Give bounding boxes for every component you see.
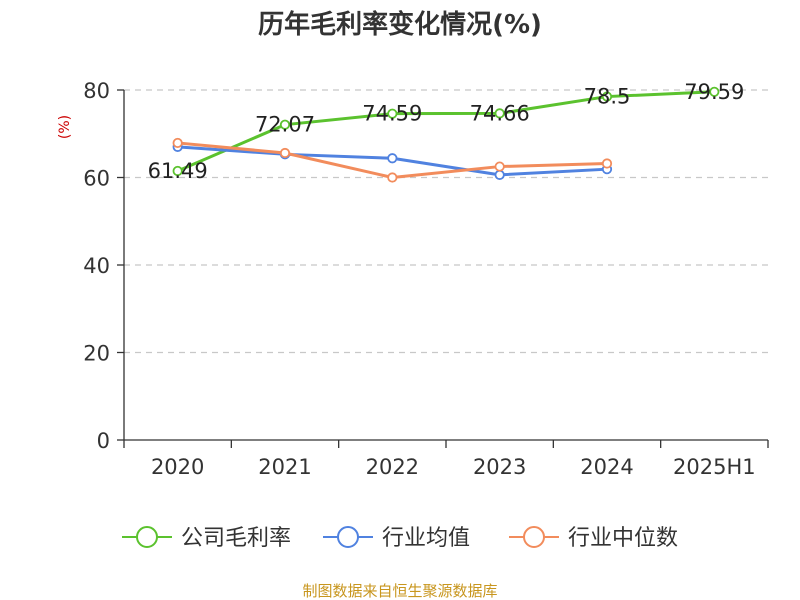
data-point	[279, 147, 291, 159]
chart-title: 历年毛利率变化情况(%)	[258, 9, 542, 40]
legend-label: 行业均值	[382, 526, 470, 551]
data-point	[387, 108, 398, 119]
data-point	[494, 108, 505, 119]
x-tick-label: 2020	[151, 455, 204, 479]
axes: 0 20 40 60 80 2020 2021 2022 2023 2024 2025H1	[83, 79, 769, 479]
data-label: 74.59	[362, 102, 422, 126]
data-point	[601, 158, 613, 169]
data-point	[172, 165, 183, 177]
data-point	[387, 153, 398, 164]
y-tick-label: 60	[83, 167, 110, 191]
series-lines	[172, 86, 720, 183]
legend-label: 行业中位数	[568, 526, 678, 551]
x-tick-label: 2025H1	[673, 455, 756, 479]
y-tick-label: 80	[83, 79, 110, 103]
legend-label: 公司毛利率	[181, 526, 291, 551]
data-label: 78.5	[584, 85, 631, 109]
data-point	[494, 161, 505, 172]
gridlines	[124, 89, 768, 354]
data-point	[172, 137, 183, 149]
data-point	[494, 169, 505, 180]
data-label: 61.49	[148, 159, 208, 183]
x-tick-label: 2024	[580, 455, 633, 479]
y-tick-label: 40	[83, 254, 110, 278]
data-label: 79.59	[684, 80, 744, 104]
data-point	[279, 119, 291, 130]
legend-marker	[136, 526, 158, 548]
legend-marker	[523, 526, 545, 548]
data-point	[601, 91, 613, 102]
series-line-0	[176, 90, 716, 173]
data-labels: 61.49 72.07 74.59 74.66 78.5 79.59	[148, 80, 745, 183]
x-tick-label: 2022	[366, 455, 419, 479]
y-axis-unit-label: (%)	[57, 115, 73, 139]
data-label: 74.66	[470, 101, 530, 125]
data-label: 72.07	[255, 113, 315, 137]
legend: 公司毛利率 行业均值 行业中位数	[122, 526, 678, 551]
legend-marker	[337, 526, 359, 548]
source-note: 制图数据来自恒生聚源数据库	[302, 582, 497, 600]
x-tick-label: 2021	[258, 455, 311, 479]
data-point	[387, 172, 398, 183]
data-point	[709, 86, 720, 97]
x-tick-label: 2023	[473, 455, 526, 479]
y-tick-label: 0	[97, 429, 110, 453]
y-tick-label: 20	[83, 342, 110, 366]
